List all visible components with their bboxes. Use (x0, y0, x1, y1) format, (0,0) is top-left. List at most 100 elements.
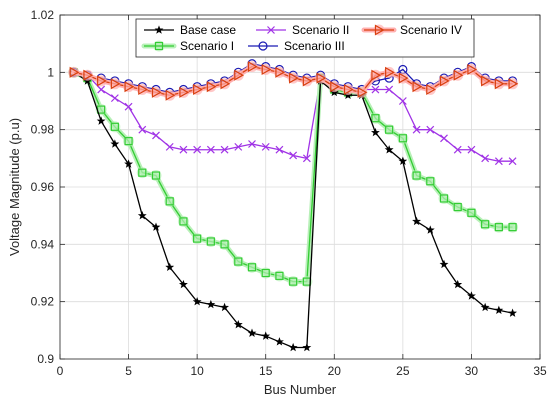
x-tick-label: 0 (57, 364, 64, 378)
y-tick-label: 0.98 (31, 123, 55, 137)
series-scenario-iv-marker (275, 66, 286, 78)
y-tick-label: 0.96 (31, 180, 55, 194)
series-scenario-i-marker (398, 134, 407, 143)
series-scenario-i-marker (206, 237, 215, 246)
series-scenario-iv-marker (220, 78, 231, 90)
y-tick-label: 0.92 (31, 295, 55, 309)
series-scenario-i-marker-glow (164, 195, 176, 207)
series-scenario-iv-marker (261, 63, 272, 75)
series-base-case-marker (453, 279, 463, 289)
series-scenario-ii-marker (152, 131, 160, 140)
series-scenario-i-marker (385, 125, 394, 134)
y-tick-label: 1.02 (31, 8, 55, 22)
series-scenario-i-marker (289, 277, 298, 286)
series-scenario-iv-marker-glow (342, 84, 354, 96)
series-scenario-i-marker (275, 271, 284, 280)
series-base-case-marker (466, 291, 476, 300)
series-scenario-iv-marker-glow (328, 81, 340, 93)
series-scenario-iv-marker (481, 75, 491, 87)
x-tick-label: 35 (533, 364, 547, 378)
series-scenario-ii-marker (261, 142, 270, 151)
legend-item-scenario-iv: Scenario IV (361, 23, 462, 37)
series-scenario-iv-marker-glow (68, 66, 80, 78)
series-scenario-i-marker-glow (177, 215, 189, 227)
series-scenario-i-marker-glow (369, 112, 381, 124)
series-scenario-iv-marker-glow (150, 86, 162, 98)
series-scenario-i-marker (124, 137, 133, 146)
series-scenario-ii-marker (220, 145, 229, 154)
y-tick-labels: 0.9 0.92 0.94 0.96 0.98 1 1.02 (31, 8, 55, 366)
series-scenario-i-marker-glow (424, 175, 436, 187)
series-base-case-marker (412, 216, 422, 226)
legend-item-scenario-ii: Scenario II (256, 23, 349, 37)
series-scenario-iv-marker (289, 72, 299, 84)
series-scenario-iv-marker-glow (123, 81, 135, 93)
series-scenario-iv-marker (179, 86, 190, 98)
series-scenario-i-marker-glow (136, 167, 148, 179)
series-base-case-marker (192, 297, 202, 306)
series-scenario-iv-marker (330, 81, 341, 93)
legend-item-scenario-iii: Scenario III (248, 39, 345, 53)
x-tick-label: 15 (259, 364, 273, 378)
series-scenario-i-marker-glow (260, 267, 272, 279)
series-scenario-iv-marker (247, 61, 258, 73)
series-scenario-i-marker (508, 223, 517, 232)
series-scenario-iv-marker (426, 84, 437, 96)
legend-label: Base case (180, 23, 236, 37)
series-scenario-ii-marker (193, 145, 202, 154)
y-tick-label: 0.94 (31, 237, 55, 251)
series-scenario-iv-marker (302, 75, 313, 87)
series-scenario-i-marker-glow (397, 132, 409, 144)
legend-label: Scenario I (180, 39, 234, 53)
series-scenario-ii-marker (302, 154, 311, 163)
series-scenario-iv-marker-glow (136, 84, 148, 96)
series-scenario-i-marker (193, 234, 202, 243)
series-scenario-i-marker-glow (205, 235, 217, 247)
series-base-case-marker (508, 308, 518, 317)
series-base-case-marker (494, 305, 504, 315)
x-tick-labels: 0 5 10 15 20 25 30 35 (57, 364, 547, 378)
legend: Base case Scenario II Scenario IV Scenario … (135, 18, 475, 58)
x-axis-label: Bus Number (264, 382, 337, 397)
series-scenario-ii-marker (206, 145, 215, 154)
series-scenario-iv-marker (234, 69, 245, 81)
series-scenario-iv-marker (97, 75, 107, 87)
legend-label: Scenario II (292, 23, 349, 37)
series-scenario-iv-marker (494, 78, 505, 90)
series-scenario-iv-marker-glow (287, 72, 299, 84)
series-scenario-iv-marker-glow (438, 75, 450, 87)
series-base-case-marker (302, 342, 312, 352)
series-scenario-i-marker-glow (452, 201, 464, 213)
series-scenario-i-marker-glow (507, 221, 519, 233)
series-scenario-i-marker (481, 220, 490, 229)
series-scenario-ii-marker (275, 145, 284, 154)
series-scenario-ii-marker (494, 157, 503, 166)
series-scenario-iv-marker-glow (424, 84, 436, 96)
series-scenario-iv-marker-glow (177, 86, 189, 98)
series-base-case-marker (439, 259, 449, 269)
plot-area (59, 14, 541, 360)
series-base-case-marker (274, 337, 284, 346)
series-scenario-ii-marker (508, 157, 517, 166)
series-base-case-marker (480, 302, 490, 312)
series-scenario-ii-marker (453, 145, 462, 154)
series-scenario-i-marker-glow (232, 256, 244, 268)
series-scenario-i-marker (426, 177, 435, 186)
series-base-case-marker (96, 116, 106, 125)
series-scenario-i-marker-glow (109, 121, 121, 133)
series-base-case-marker (124, 159, 134, 168)
series-scenario-iv-marker (138, 84, 149, 96)
series-scenario-ii-marker (481, 154, 490, 163)
series-scenario-iv-marker-glow (493, 78, 505, 90)
legend-item-base-case: Base case (144, 23, 236, 37)
series-base-case-marker (384, 145, 394, 154)
series-layer (68, 59, 519, 352)
series-scenario-iv-marker-glow (397, 72, 409, 84)
series-scenario-ii-marker (398, 97, 407, 105)
series-base-case-marker (151, 222, 161, 231)
series-base-case-marker (165, 262, 175, 272)
series-scenario-iv-marker-glow (95, 75, 107, 87)
series-scenario-iv-marker (439, 75, 450, 87)
legend-scenario-i-marker (154, 41, 164, 51)
